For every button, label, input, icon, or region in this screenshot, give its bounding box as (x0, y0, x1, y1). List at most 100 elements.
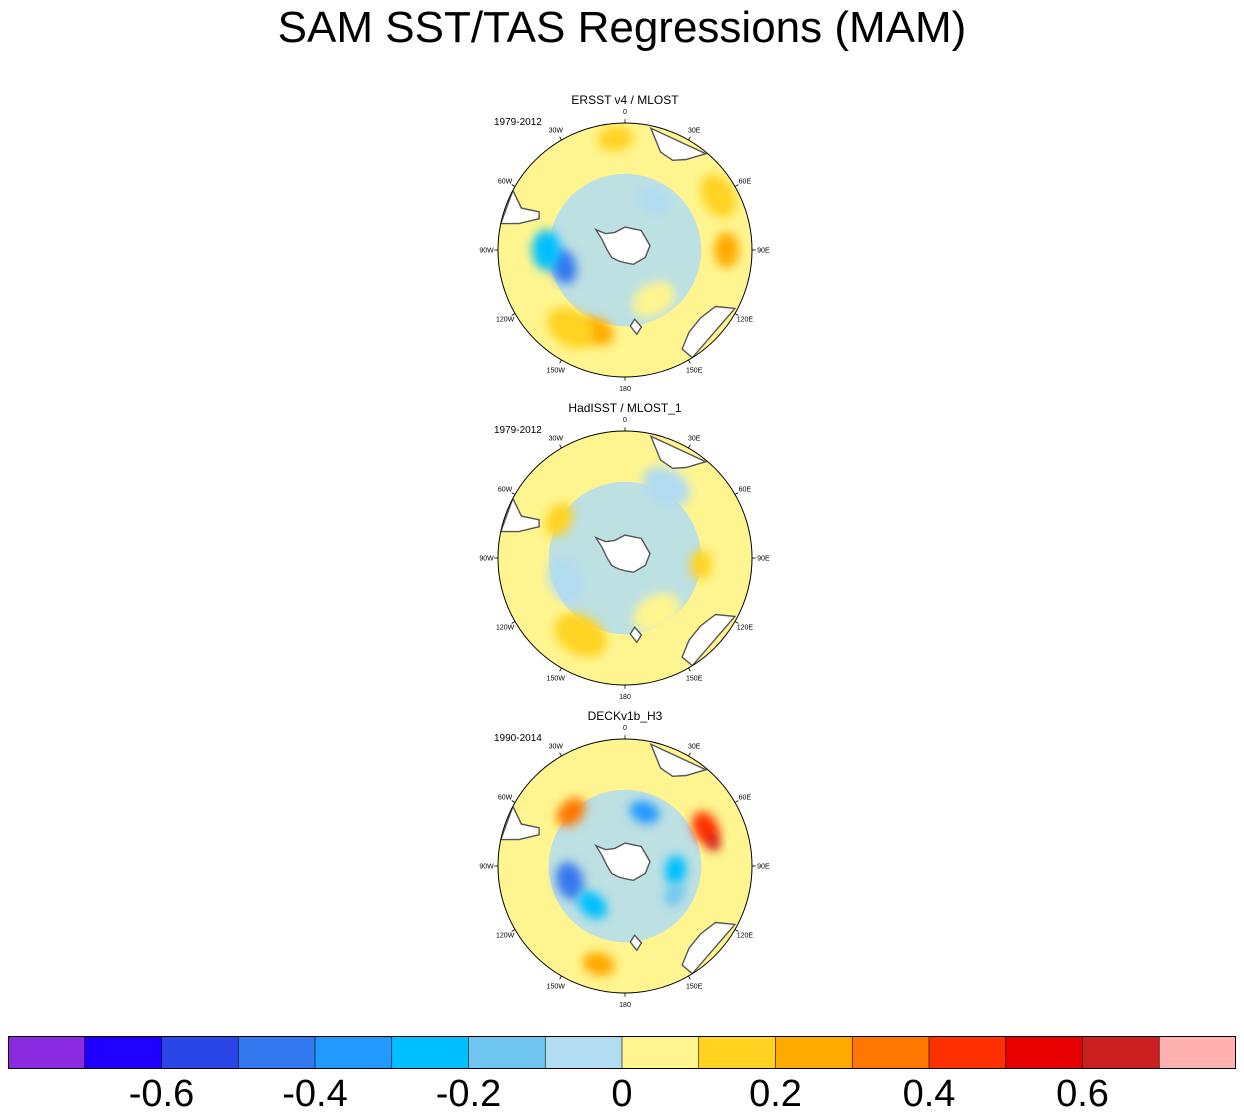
colorbar-tick-label: 0.2 (749, 1073, 802, 1115)
new-zealand-land (629, 626, 643, 644)
colorbar-tick-label: 0.4 (902, 1073, 956, 1115)
colorbar-tick-label: 0.6 (1056, 1073, 1109, 1115)
new-zealand-land (629, 318, 643, 336)
panel-title: DECKv1b_H3 (587, 709, 663, 723)
regression-anomaly (632, 281, 675, 318)
regression-anomaly (633, 593, 681, 633)
map-field (498, 123, 752, 377)
longitude-label: 60W (498, 178, 513, 185)
colorbar-bin (621, 1036, 700, 1069)
regression-anomaly (664, 882, 685, 907)
colorbar-bin (237, 1036, 316, 1069)
antarctica-land (594, 226, 651, 266)
colorbar-tick-label: 0 (611, 1073, 633, 1115)
longitude-label: 150E (686, 983, 703, 990)
longitude-label: 180 (619, 1002, 631, 1009)
regression-anomaly (554, 613, 607, 657)
longitude-label: 120E (737, 933, 754, 940)
colorbar-bin (851, 1036, 930, 1069)
polar-map: 0 30E 60E 90E 120E 150E 180 150W 120W 90W 60W 30W (479, 725, 770, 1009)
regression-anomaly (629, 800, 660, 824)
longitude-label: 150W (547, 367, 566, 374)
longitude-label: 150W (547, 983, 566, 990)
longitude-tick (688, 136, 691, 141)
longitude-tick (734, 492, 739, 495)
longitude-label: 180 (619, 694, 631, 701)
regression-anomaly (545, 503, 573, 537)
longitude-label: 90E (757, 248, 770, 255)
longitude-label: 120W (496, 625, 515, 632)
colorbar-bin (775, 1036, 854, 1069)
figure-title: SAM SST/TAS Regressions (MAM) (277, 3, 967, 52)
colorbar-bin (8, 1036, 86, 1069)
longitude-label: 120E (737, 317, 754, 324)
longitude-tick (511, 184, 516, 187)
longitude-label: 60E (739, 178, 752, 185)
longitude-tick (734, 800, 739, 803)
longitude-tick (559, 752, 562, 757)
longitude-label: 30W (549, 128, 564, 135)
longitude-label: 120E (737, 625, 754, 632)
regression-anomaly (636, 186, 671, 215)
longitude-label: 150W (547, 675, 566, 682)
longitude-label: 60W (498, 486, 513, 493)
longitude-tick (734, 313, 739, 316)
longitude-label: 120W (496, 317, 515, 324)
longitude-label: 180 (619, 386, 631, 393)
colorbar-bin (84, 1036, 163, 1069)
colorbar-frame (8, 1036, 1236, 1069)
longitude-tick (559, 975, 562, 980)
longitude-label: 90W (479, 556, 494, 563)
colorbar-tick-label: -0.2 (435, 1073, 502, 1115)
colorbar-tick-label: -0.4 (282, 1073, 348, 1115)
longitude-tick (559, 359, 562, 364)
antarctica-land (594, 842, 651, 882)
longitude-tick (734, 184, 739, 187)
colorbar-bin (1158, 1036, 1236, 1069)
panel-title: HadISST / MLOST_1 (568, 401, 682, 415)
colorbar-bin (1005, 1036, 1084, 1069)
longitude-label: 120W (496, 933, 515, 940)
longitude-label: 30W (549, 436, 564, 443)
africa-land (649, 126, 708, 162)
panel-period: 1979-2012 (494, 117, 542, 128)
polar-map: 0 30E 60E 90E 120E 150E 180 150W 120W 90W 60W 30W (479, 417, 770, 701)
longitude-label: 30E (688, 744, 701, 751)
longitude-label: 30E (688, 128, 701, 135)
longitude-label: 60E (739, 486, 752, 493)
polar-map: 0 30E 60E 90E 120E 150E 180 150W 120W 90W 60W 30W (479, 109, 770, 393)
longitude-label: 0 (623, 109, 627, 116)
longitude-label: 0 (623, 725, 627, 732)
longitude-tick (559, 444, 562, 449)
regression-anomaly (556, 797, 586, 827)
regression-anomaly (547, 307, 594, 349)
longitude-tick (511, 800, 516, 803)
map-panel-deckv1b: 0 30E 60E 90E 120E 150E 180 150W 120W 90W 60W 30W D… (470, 709, 780, 1009)
colorbar-tick-label: -0.6 (128, 1073, 195, 1115)
longitude-label: 30E (688, 436, 701, 443)
regression-anomaly (706, 833, 720, 852)
regression-anomaly (700, 174, 737, 218)
panel-title: ERSST v4 / MLOST (571, 93, 679, 107)
panel-period: 1990-2014 (494, 733, 542, 744)
colorbar-bin (1082, 1036, 1161, 1069)
longitude-tick (511, 313, 516, 316)
antarctica-land (594, 534, 651, 574)
longitude-tick (688, 752, 691, 757)
longitude-tick (688, 667, 691, 672)
colorbar-bin (698, 1036, 777, 1069)
longitude-tick (559, 667, 562, 672)
africa-land (649, 742, 708, 778)
colorbar-bin (314, 1036, 393, 1069)
africa-land (649, 434, 708, 470)
longitude-tick (511, 929, 516, 932)
regression-anomaly (714, 232, 739, 268)
longitude-tick (688, 359, 691, 364)
longitude-tick (688, 975, 691, 980)
longitude-tick (511, 492, 516, 495)
longitude-label: 30W (549, 744, 564, 751)
longitude-label: 90W (479, 864, 494, 871)
longitude-tick (688, 444, 691, 449)
longitude-label: 0 (623, 417, 627, 424)
longitude-label: 60W (498, 794, 513, 801)
